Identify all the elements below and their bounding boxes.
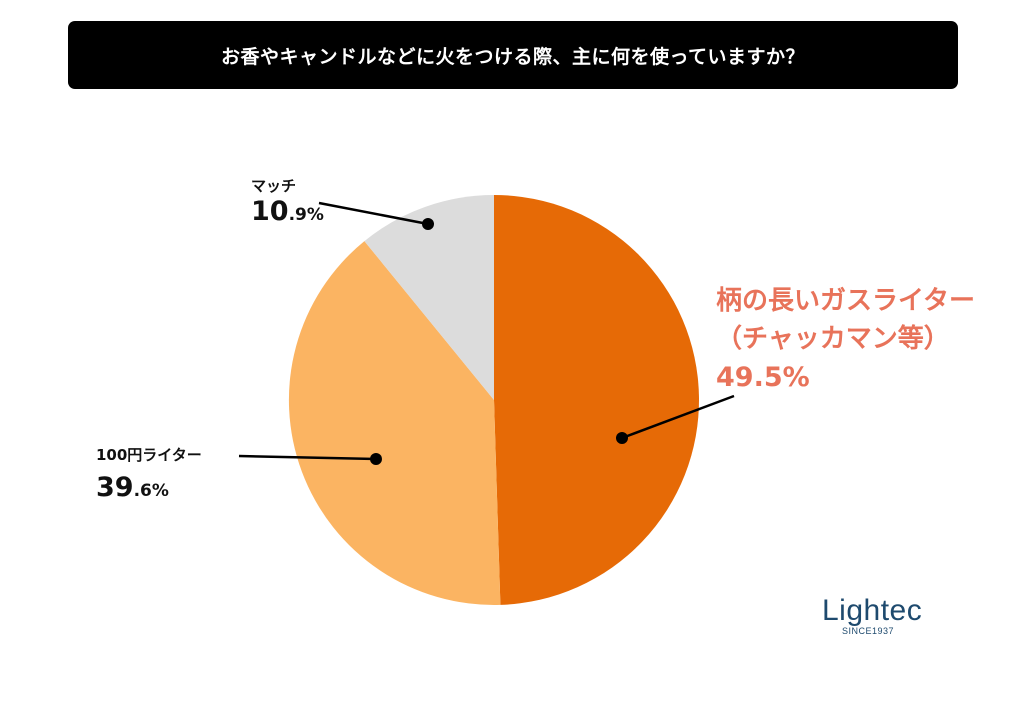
slice-100yen-lighter (288, 241, 501, 606)
label-100yen-pct-int: 39 (96, 472, 134, 503)
slice-match (364, 194, 494, 400)
leader-dot-100yen (370, 453, 382, 465)
label-100yen-pct-dec: .6% (133, 481, 169, 501)
leader-dot-match (422, 218, 434, 230)
label-100yen: 100円ライター 39.6% (96, 444, 202, 511)
lightec-logo: Lightec SINCE1937 (822, 594, 923, 637)
label-gas-line2: （チャッカマン等） (716, 324, 950, 354)
label-gas-line1: 柄の長いガスライター (716, 286, 975, 316)
slice-gas-lighter (494, 195, 699, 605)
label-gas-lighter: 柄の長いガスライター （チャッカマン等） 49.5% (716, 282, 975, 398)
label-100yen-name: 100円ライター (96, 446, 202, 464)
leader-dot-gas (616, 432, 628, 444)
leader-line-match (318, 201, 429, 226)
chart-title: お香やキャンドルなどに火をつける際、主に何を使っていますか？ (220, 45, 806, 68)
leader-line-gas (621, 394, 735, 440)
label-match-name: マッチ (251, 177, 297, 195)
label-match-pct-dec: .9% (288, 205, 324, 225)
chart-title-bar: お香やキャンドルなどに火をつける際、主に何を使っていますか？ (68, 21, 958, 89)
logo-since: SINCE1937 (842, 626, 895, 636)
label-match: マッチ 10.9% (251, 175, 324, 227)
logo-brand: Lightec (822, 594, 923, 627)
label-gas-pct: 49.5% (716, 362, 810, 393)
leader-line-100yen (238, 454, 377, 461)
label-match-pct-int: 10 (251, 196, 289, 227)
